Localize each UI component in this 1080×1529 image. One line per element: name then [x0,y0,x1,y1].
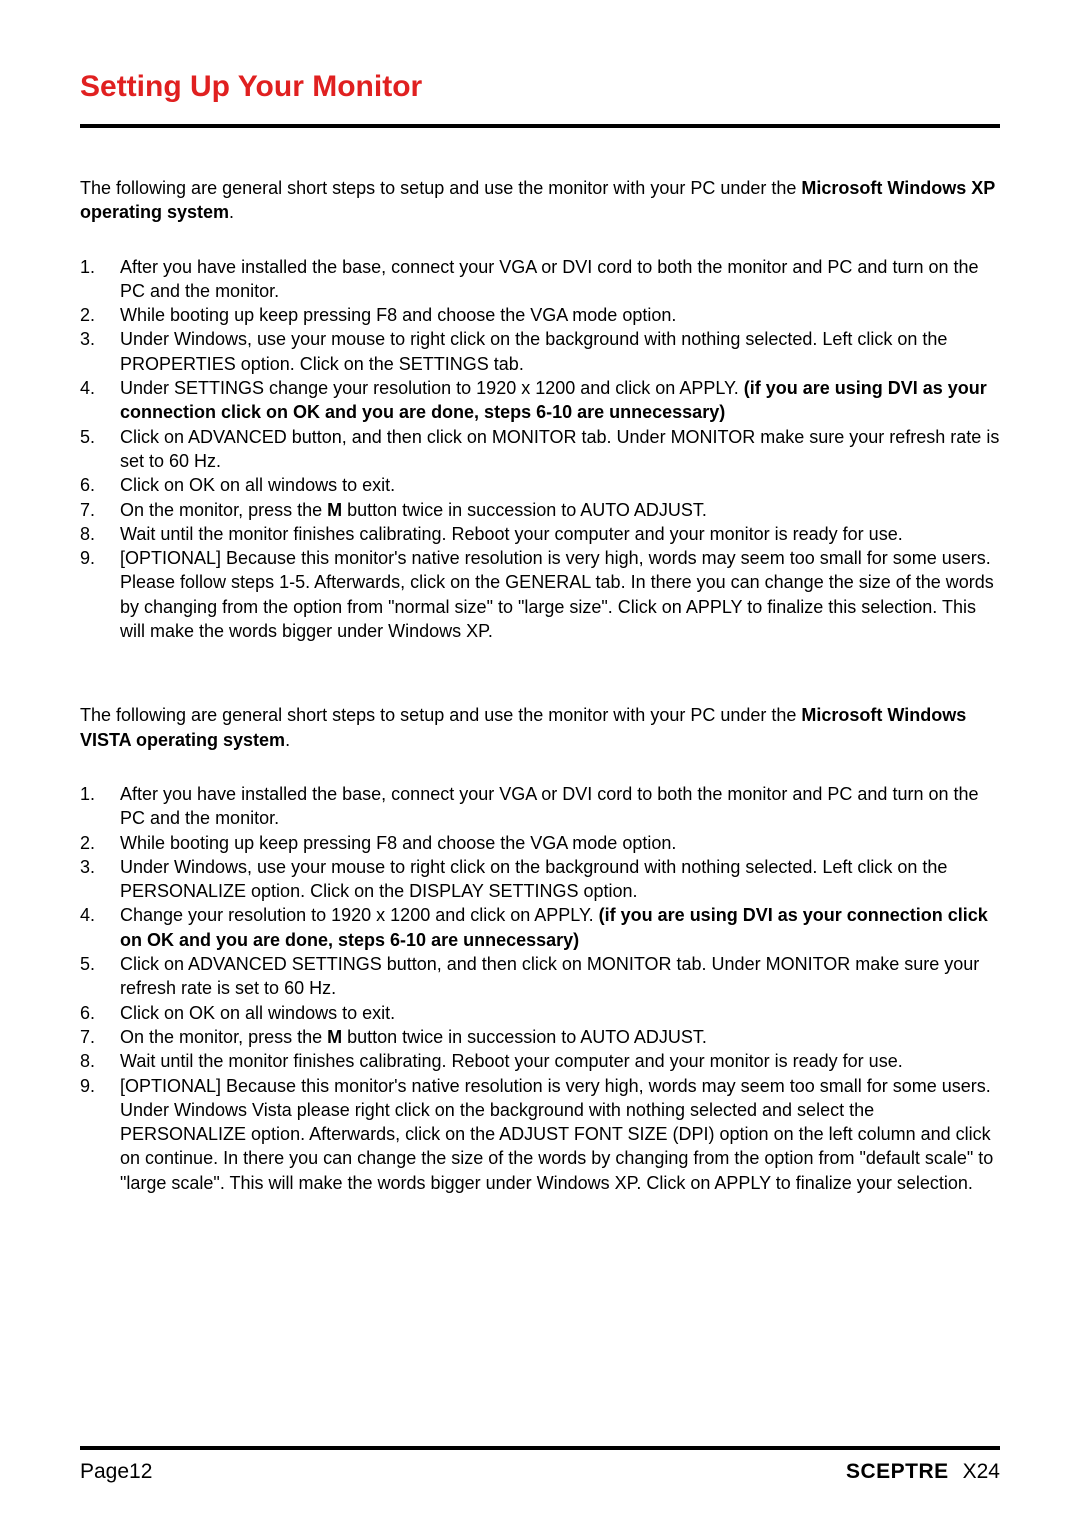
xp-intro-pre: The following are general short steps to… [80,178,801,198]
step-text: Wait until the monitor finishes calibrat… [120,1051,903,1071]
vista-intro-post: . [285,730,290,750]
step-text-pre: Change your resolution to 1920 x 1200 an… [120,905,599,925]
step-item: Under SETTINGS change your resolution to… [80,376,1000,425]
vista-steps: After you have installed the base, conne… [80,782,1000,1195]
step-text: [OPTIONAL] Because this monitor's native… [120,1076,993,1193]
page-title: Setting Up Your Monitor [80,70,1000,104]
step-text: Click on ADVANCED button, and then click… [120,427,999,471]
step-item: Click on OK on all windows to exit. [80,1001,1000,1025]
step-item: On the monitor, press the M button twice… [80,1025,1000,1049]
xp-intro-post: . [229,202,234,222]
step-text-pre: On the monitor, press the [120,500,327,520]
step-item: On the monitor, press the M button twice… [80,498,1000,522]
step-text: Wait until the monitor finishes calibrat… [120,524,903,544]
step-text: After you have installed the base, conne… [120,257,979,301]
step-item: While booting up keep pressing F8 and ch… [80,831,1000,855]
model-label: X24 [963,1460,1000,1483]
vista-intro: The following are general short steps to… [80,703,1000,752]
step-text: Under Windows, use your mouse to right c… [120,857,947,901]
step-text: While booting up keep pressing F8 and ch… [120,833,676,853]
step-text-bold: M [327,1027,342,1047]
footer-brand-model: SCEPTRE X24 [846,1460,1000,1484]
xp-intro: The following are general short steps to… [80,176,1000,225]
step-text-post: button twice in succession to AUTO ADJUS… [342,1027,707,1047]
step-text-post: button twice in succession to AUTO ADJUS… [342,500,707,520]
step-text: Click on OK on all windows to exit. [120,1003,395,1023]
step-item: Change your resolution to 1920 x 1200 an… [80,903,1000,952]
step-item: [OPTIONAL] Because this monitor's native… [80,1074,1000,1195]
xp-steps: After you have installed the base, conne… [80,255,1000,644]
vista-intro-pre: The following are general short steps to… [80,705,801,725]
step-item: After you have installed the base, conne… [80,782,1000,831]
step-item: Under Windows, use your mouse to right c… [80,327,1000,376]
step-item: Wait until the monitor finishes calibrat… [80,1049,1000,1073]
step-item: [OPTIONAL] Because this monitor's native… [80,546,1000,643]
step-item: Under Windows, use your mouse to right c… [80,855,1000,904]
step-item: While booting up keep pressing F8 and ch… [80,303,1000,327]
step-item: Click on ADVANCED button, and then click… [80,425,1000,474]
step-text-pre: On the monitor, press the [120,1027,327,1047]
step-text: Under Windows, use your mouse to right c… [120,329,947,373]
page-number: Page12 [80,1460,152,1484]
step-text: After you have installed the base, conne… [120,784,979,828]
footer-row: Page12 SCEPTRE X24 [80,1460,1000,1484]
title-divider [80,124,1000,128]
step-text: [OPTIONAL] Because this monitor's native… [120,548,994,641]
footer-divider [80,1446,1000,1450]
footer: Page12 SCEPTRE X24 [80,1446,1000,1484]
step-item: Click on OK on all windows to exit. [80,473,1000,497]
step-text: While booting up keep pressing F8 and ch… [120,305,676,325]
step-text-pre: Under SETTINGS change your resolution to… [120,378,744,398]
step-item: Wait until the monitor finishes calibrat… [80,522,1000,546]
step-item: After you have installed the base, conne… [80,255,1000,304]
step-text: Click on OK on all windows to exit. [120,475,395,495]
step-text-bold: M [327,500,342,520]
step-item: Click on ADVANCED SETTINGS button, and t… [80,952,1000,1001]
brand-label: SCEPTRE [846,1460,949,1483]
step-text: Click on ADVANCED SETTINGS button, and t… [120,954,979,998]
